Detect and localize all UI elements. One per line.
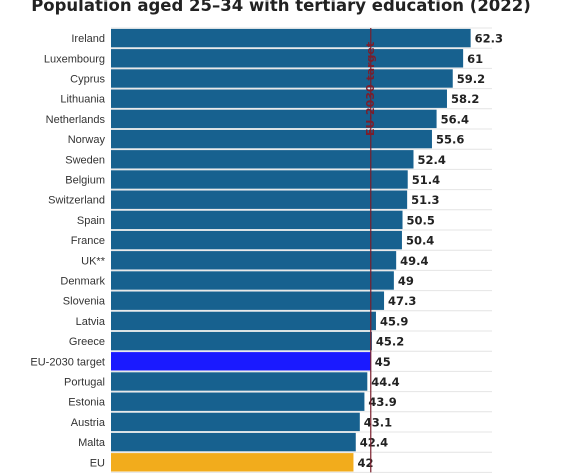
category-label: Spain xyxy=(77,215,105,227)
value-label: 51.3 xyxy=(411,193,439,207)
bar-spain xyxy=(111,210,403,230)
bar-belgium xyxy=(111,170,408,189)
category-label: France xyxy=(71,235,105,247)
value-label: 47.3 xyxy=(388,294,416,308)
bar-slovenia xyxy=(111,291,385,310)
bar-eu xyxy=(111,453,354,472)
value-label: 44.4 xyxy=(371,375,399,389)
value-label: 59.2 xyxy=(457,72,485,86)
category-label: Ireland xyxy=(71,33,105,45)
category-label: EU xyxy=(90,457,105,469)
category-label: Switzerland xyxy=(48,195,105,207)
bar-luxembourg xyxy=(111,49,464,68)
value-label: 43.9 xyxy=(368,395,396,409)
bar-malta xyxy=(111,432,356,452)
value-label: 43.1 xyxy=(364,415,392,429)
value-label: 51.4 xyxy=(412,173,440,187)
value-label: 42 xyxy=(357,456,373,470)
bar-norway xyxy=(111,129,432,149)
category-label: Norway xyxy=(68,134,106,146)
category-label: UK** xyxy=(81,255,106,267)
category-label: Latvia xyxy=(76,316,106,328)
bar-switzerland xyxy=(111,190,408,209)
grid-lines xyxy=(111,27,492,473)
chart-title: Population aged 25–34 with tertiary educ… xyxy=(31,0,531,15)
value-label: 49 xyxy=(398,274,414,288)
bar-france xyxy=(111,230,402,250)
value-label: 62.3 xyxy=(475,32,503,46)
category-label: Malta xyxy=(78,437,106,449)
category-label: Belgium xyxy=(65,175,105,187)
value-label: 56.4 xyxy=(441,112,469,126)
labels: Ireland 62.3 Luxembourg 61 Cyprus 59.2 Lithuan… xyxy=(30,32,503,470)
category-label: Denmark xyxy=(60,276,105,288)
target-line-label: EU-2030 target xyxy=(364,42,377,136)
value-label: 50.4 xyxy=(406,234,434,248)
value-label: 50.5 xyxy=(407,213,435,227)
value-label: 45 xyxy=(375,355,391,369)
bar-cyprus xyxy=(111,69,453,88)
category-label: EU-2030 target xyxy=(30,356,105,368)
value-label: 52.4 xyxy=(417,153,445,167)
value-label: 58.2 xyxy=(451,92,479,106)
value-label: 49.4 xyxy=(400,254,428,268)
bar-estonia xyxy=(111,392,365,411)
category-label: Portugal xyxy=(64,377,105,389)
category-label: Lithuania xyxy=(60,94,106,106)
category-label: Slovenia xyxy=(63,296,106,308)
value-label: 45.2 xyxy=(376,335,404,349)
value-label: 42.4 xyxy=(360,436,388,450)
category-label: Greece xyxy=(69,336,105,348)
bar-netherlands xyxy=(111,109,437,129)
category-label: Sweden xyxy=(65,154,105,166)
category-label: Estonia xyxy=(68,397,106,409)
bar-latvia xyxy=(111,311,376,331)
bar-eu-2030-target xyxy=(111,352,371,371)
bar-sweden xyxy=(111,150,414,169)
category-label: Netherlands xyxy=(46,114,106,126)
category-label: Cyprus xyxy=(70,74,105,86)
value-label: 55.6 xyxy=(436,133,464,147)
bar-greece xyxy=(111,331,372,351)
bar-austria xyxy=(111,412,360,432)
target-line-group: EU-2030 target xyxy=(364,28,377,473)
bars xyxy=(111,28,471,472)
bar-uk xyxy=(111,251,397,270)
value-label: 61 xyxy=(467,52,483,66)
bar-ireland xyxy=(111,28,471,48)
bar-denmark xyxy=(111,271,394,290)
category-label: Luxembourg xyxy=(44,53,105,65)
bar-lithuania xyxy=(111,89,447,108)
category-label: Austria xyxy=(71,417,106,429)
value-label: 45.9 xyxy=(380,314,408,328)
bar-portugal xyxy=(111,372,368,391)
